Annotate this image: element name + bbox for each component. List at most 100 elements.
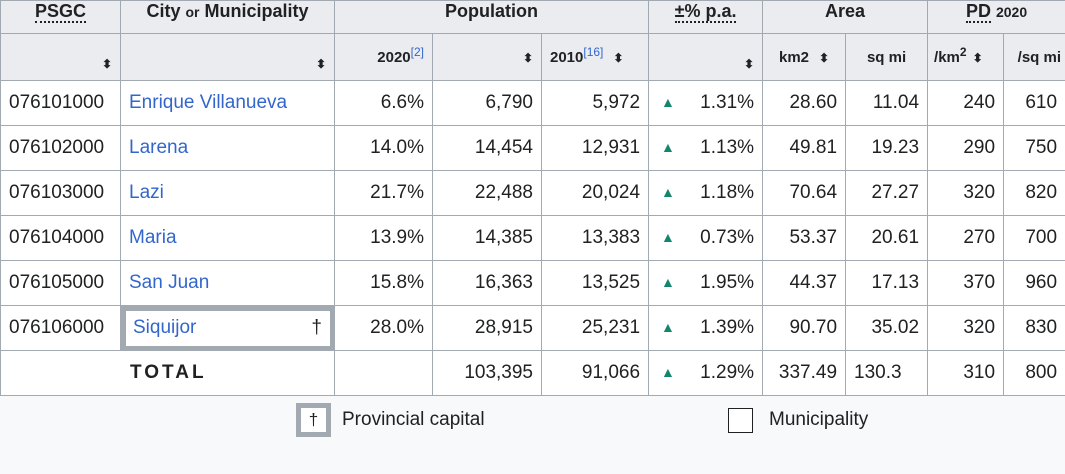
- sort-icon[interactable]: ⬍: [819, 50, 830, 65]
- share-cell: 14.0%: [334, 125, 433, 171]
- table-row: 076105000 San Juan 15.8% 16,363 13,525 ▲ 1.95%…: [0, 260, 1065, 306]
- increase-arrow-icon: ▲: [661, 229, 675, 245]
- pop-2010-cell: 5,972: [540, 80, 650, 126]
- growth-cell: ▲ 1.31%: [648, 80, 764, 126]
- area-sqmi-cell: 35.02: [845, 305, 929, 351]
- city-link[interactable]: Enrique Villanueva: [129, 92, 288, 113]
- total-density-sqmi: 800: [1003, 350, 1065, 396]
- total-row: TOTAL 103,395 91,066 ▲ 1.29% 337.49 130.3…: [0, 350, 1065, 396]
- city-name-cell[interactable]: Siquijor †: [120, 305, 335, 351]
- reference-link[interactable]: [16]: [583, 44, 604, 59]
- psgc-cell: 076106000: [0, 305, 121, 351]
- density-km2-cell: 320: [927, 170, 1005, 216]
- area-sqmi-cell: 20.61: [845, 215, 929, 261]
- provincial-capital-label: Provincial capital: [342, 409, 485, 430]
- density-km2-cell: 270: [927, 215, 1005, 261]
- total-density-km2: 310: [927, 350, 1005, 396]
- city-name-cell[interactable]: Larena: [120, 125, 335, 171]
- pop-2020-cell: 22,488: [432, 170, 542, 216]
- share-cell: 13.9%: [334, 215, 433, 261]
- total-pop-2010: 91,066: [540, 350, 650, 396]
- increase-arrow-icon: ▲: [661, 274, 675, 290]
- total-pop-2020: 103,395: [432, 350, 542, 396]
- city-name-cell[interactable]: San Juan: [120, 260, 335, 306]
- city-name-cell[interactable]: Enrique Villanueva: [120, 80, 335, 126]
- city-name-cell[interactable]: Lazi: [120, 170, 335, 216]
- table-row: 076101000 Enrique Villanueva 6.6% 6,790 5,97…: [0, 80, 1065, 126]
- table-row: 076104000 Maria 13.9% 14,385 13,383 ▲ 0.73% 53.…: [0, 215, 1065, 261]
- growth-cell: ▲ 1.18%: [648, 170, 764, 216]
- increase-arrow-icon: ▲: [661, 94, 675, 110]
- reference-link[interactable]: [2]: [410, 44, 424, 59]
- city-sort[interactable]: ⬍: [120, 33, 335, 81]
- pop-2010-header[interactable]: 2010[16] ⬍: [540, 33, 650, 81]
- area-header: Area: [762, 0, 929, 34]
- sort-icon[interactable]: ⬍: [613, 50, 624, 65]
- pop-2020-cell: 16,363: [432, 260, 542, 306]
- sort-icon[interactable]: ⬍: [972, 50, 983, 65]
- density-header: PD 2020: [927, 0, 1065, 34]
- density-km2-cell: 240: [927, 80, 1005, 126]
- area-km2-cell: 28.60: [762, 80, 847, 126]
- increase-arrow-icon: ▲: [661, 364, 675, 380]
- city-link[interactable]: Lazi: [129, 182, 164, 203]
- city-link[interactable]: Maria: [129, 227, 177, 248]
- dagger-icon: †: [301, 408, 326, 432]
- area-km2-cell: 90.70: [762, 305, 847, 351]
- table-row: 076102000 Larena 14.0% 14,454 12,931 ▲ 1.13% 49…: [0, 125, 1065, 171]
- pop-2020-cell: 14,385: [432, 215, 542, 261]
- share-2020-header[interactable]: 2020[2]: [334, 33, 433, 81]
- density-sqmi-cell: 830: [1003, 305, 1065, 351]
- pop-2020-sort[interactable]: ⬍: [432, 33, 542, 81]
- pop-2010-cell: 13,383: [540, 215, 650, 261]
- density-sqmi-cell: 820: [1003, 170, 1065, 216]
- psgc-sort[interactable]: ⬍: [0, 33, 121, 81]
- density-km2-cell: 320: [927, 305, 1005, 351]
- growth-cell: ▲ 1.95%: [648, 260, 764, 306]
- psgc-cell: 076101000: [0, 80, 121, 126]
- pop-2020-cell: 6,790: [432, 80, 542, 126]
- total-km2: 337.49: [762, 350, 847, 396]
- sort-icon[interactable]: ⬍: [315, 57, 326, 71]
- city-link[interactable]: San Juan: [129, 272, 210, 293]
- provincial-capital-swatch: †: [296, 403, 331, 437]
- city-link[interactable]: Larena: [129, 137, 189, 158]
- km2-header[interactable]: km2 ⬍: [762, 33, 847, 81]
- growth-sort[interactable]: ⬍: [648, 33, 764, 81]
- table-row: 076106000 Siquijor † 28.0% 28,915 25,231 ▲ 1.39…: [0, 305, 1065, 351]
- sqmi-header[interactable]: sq mi: [845, 33, 929, 81]
- psgc-header[interactable]: PSGC: [0, 0, 121, 34]
- total-sqmi: 130.3: [845, 350, 929, 396]
- increase-arrow-icon: ▲: [661, 319, 675, 335]
- area-sqmi-cell: 27.27: [845, 170, 929, 216]
- per-sqmi-header[interactable]: /sq mi: [1003, 33, 1065, 81]
- pop-2010-cell: 20,024: [540, 170, 650, 216]
- sort-icon[interactable]: ⬍: [101, 57, 112, 71]
- density-sqmi-cell: 960: [1003, 260, 1065, 306]
- per-km2-header[interactable]: /km2 ⬍: [927, 33, 1005, 81]
- share-cell: 15.8%: [334, 260, 433, 306]
- sort-icon[interactable]: ⬍: [743, 57, 755, 71]
- municipality-swatch: [728, 408, 753, 433]
- psgc-cell: 076104000: [0, 215, 121, 261]
- growth-cell: ▲ 1.39%: [648, 305, 764, 351]
- psgc-cell: 076102000: [0, 125, 121, 171]
- growth-cell: ▲ 0.73%: [648, 215, 764, 261]
- area-km2-cell: 53.37: [762, 215, 847, 261]
- municipality-label: Municipality: [769, 409, 869, 430]
- city-header[interactable]: City or Municipality: [120, 0, 335, 34]
- density-km2-cell: 370: [927, 260, 1005, 306]
- density-sqmi-cell: 700: [1003, 215, 1065, 261]
- increase-arrow-icon: ▲: [661, 184, 675, 200]
- area-km2-cell: 70.64: [762, 170, 847, 216]
- city-name-cell[interactable]: Maria: [120, 215, 335, 261]
- psgc-cell: 076105000: [0, 260, 121, 306]
- density-sqmi-cell: 610: [1003, 80, 1065, 126]
- city-link[interactable]: Siquijor: [133, 317, 197, 338]
- area-sqmi-cell: 19.23: [845, 125, 929, 171]
- area-km2-cell: 49.81: [762, 125, 847, 171]
- sort-icon[interactable]: ⬍: [522, 50, 533, 65]
- table-row: 076103000 Lazi 21.7% 22,488 20,024 ▲ 1.18% 70.6…: [0, 170, 1065, 216]
- psgc-cell: 076103000: [0, 170, 121, 216]
- growth-header[interactable]: ±% p.a.: [648, 0, 764, 34]
